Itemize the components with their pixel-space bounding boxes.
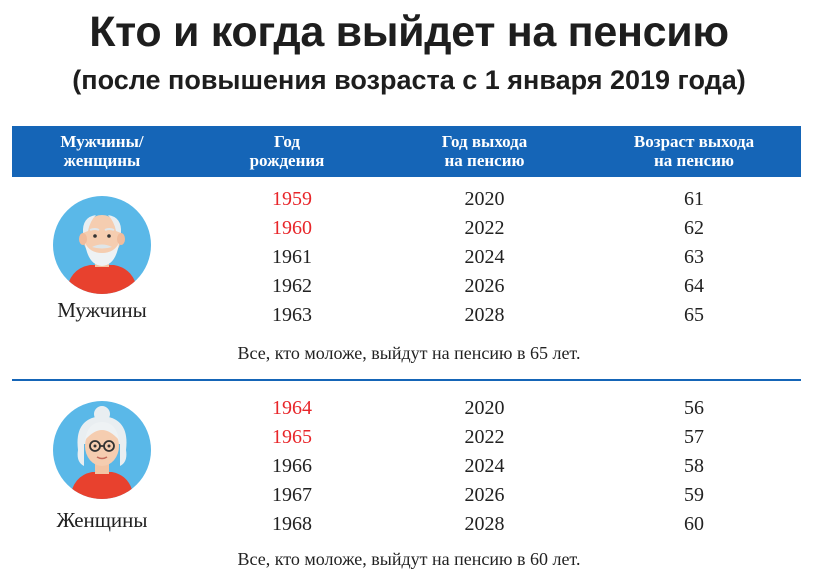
- retirement-age-cell: 59: [684, 484, 704, 506]
- retirement-year-cell: 2020: [464, 188, 505, 210]
- table-row: 1961 2024 63: [12, 243, 801, 272]
- table-row: 1967 2026 59: [12, 481, 801, 510]
- elderly-man-icon: [52, 195, 152, 295]
- women-label: Женщины: [56, 508, 148, 532]
- retirement-year-cell: 2026: [464, 484, 505, 506]
- birth-year-cell: 1961: [272, 246, 312, 268]
- birth-year-cell: 1967: [272, 484, 312, 506]
- birth-year-cell: 1959: [272, 188, 312, 210]
- table-row: 1962 2026 64: [12, 272, 801, 301]
- birth-year-cell: 1968: [272, 513, 312, 535]
- retirement-age-cell: 65: [684, 304, 704, 326]
- header-retirement-age: Возраст выхода на пенсию: [633, 132, 755, 170]
- table-row: 1964 2020 56: [12, 394, 801, 423]
- table-row: 1960 2022 62: [12, 214, 801, 243]
- men-note: Все, кто моложе, выйдут на пенсию в 65 л…: [237, 343, 581, 363]
- retirement-year-cell: 2026: [464, 275, 505, 297]
- table-row: 1968 2028 60: [12, 510, 801, 539]
- table-row: 1963 2028 65: [12, 301, 801, 330]
- retirement-year-cell: 2024: [464, 455, 505, 477]
- retirement-year-cell: 2028: [464, 513, 505, 535]
- section-divider: [12, 379, 801, 381]
- birth-year-cell: 1965: [272, 426, 312, 448]
- retirement-age-cell: 61: [684, 188, 704, 210]
- retirement-age-cell: 63: [684, 246, 704, 268]
- retirement-age-cell: 62: [684, 217, 704, 239]
- table-header: Мужчины/ женщины Год рождения Год выхода…: [12, 126, 801, 177]
- women-note: Все, кто моложе, выйдут на пенсию в 60 л…: [237, 549, 581, 569]
- retirement-year-cell: 2028: [464, 304, 505, 326]
- men-label: Мужчины: [57, 298, 147, 322]
- table-row: 1966 2024 58: [12, 452, 801, 481]
- birth-year-cell: 1966: [272, 455, 312, 477]
- retirement-age-cell: 58: [684, 455, 704, 477]
- header-retirement-year: Год выхода на пенсию: [441, 132, 528, 170]
- birth-year-cell: 1963: [272, 304, 312, 326]
- retirement-year-cell: 2020: [464, 397, 505, 419]
- birth-year-cell: 1964: [272, 397, 312, 419]
- retirement-year-cell: 2022: [464, 217, 505, 239]
- header-gender: Мужчины/ женщины: [60, 132, 144, 170]
- page-subtitle: (после повышения возраста с 1 января 201…: [72, 65, 746, 95]
- header-birth-year: Год рождения: [249, 132, 325, 170]
- retirement-year-cell: 2022: [464, 426, 505, 448]
- retirement-age-cell: 57: [684, 426, 704, 448]
- retirement-age-cell: 56: [684, 397, 704, 419]
- retirement-age-cell: 60: [684, 513, 704, 535]
- page-title: Кто и когда выйдет на пенсию: [89, 8, 729, 56]
- elderly-woman-icon: [52, 400, 152, 500]
- table-row: 1959 2020 61: [12, 185, 801, 214]
- table-row: 1965 2022 57: [12, 423, 801, 452]
- retirement-age-cell: 64: [684, 275, 704, 297]
- retirement-year-cell: 2024: [464, 246, 505, 268]
- birth-year-cell: 1960: [272, 217, 312, 239]
- birth-year-cell: 1962: [272, 275, 312, 297]
